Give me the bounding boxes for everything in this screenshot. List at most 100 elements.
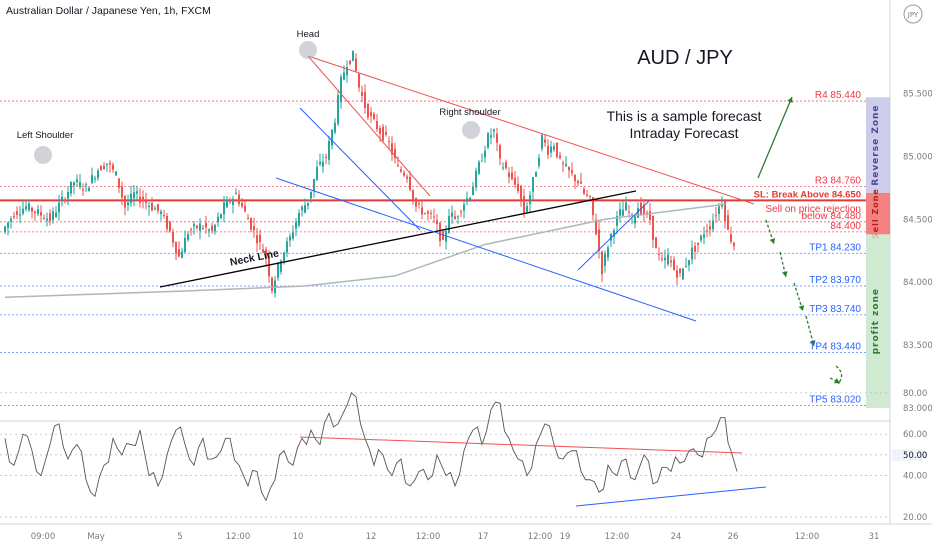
candle-body <box>697 242 699 245</box>
candle-body <box>421 207 423 215</box>
candle-body <box>283 252 285 261</box>
candle-body <box>466 198 468 202</box>
oscillator-blue-trendline <box>575 486 767 507</box>
candle-body <box>616 216 618 226</box>
candle-body <box>364 92 366 109</box>
candle-body <box>235 192 237 195</box>
candle-body <box>505 162 507 169</box>
candle-body <box>499 145 501 159</box>
candle-body <box>727 215 729 230</box>
candle-body <box>643 205 645 215</box>
candle-body <box>193 224 195 227</box>
neckline-trendline <box>159 190 637 288</box>
candle-body <box>682 268 684 280</box>
oscillator-tick-label: 60.00 <box>903 430 927 440</box>
price-tick-label: 84.000 <box>903 278 932 288</box>
candle-body <box>580 181 582 184</box>
candle-body <box>559 155 561 159</box>
oscillator-tick-label: 40.00 <box>903 472 927 482</box>
candle-body <box>70 181 72 194</box>
candle-body <box>226 199 228 208</box>
pattern-marker-icon <box>299 41 317 59</box>
candle-body <box>22 208 24 214</box>
candle-body <box>373 113 375 119</box>
candle-body <box>82 189 84 191</box>
candle-body <box>127 202 129 206</box>
candle-body <box>691 247 693 260</box>
candle-body <box>451 212 453 217</box>
candle-body <box>307 202 309 206</box>
candle-body <box>598 229 600 251</box>
forecast-curve <box>835 365 843 385</box>
candle-body <box>343 72 345 80</box>
candle-body <box>589 195 591 197</box>
time-tick-label: 5 <box>177 532 182 542</box>
forecast-arrowhead-icon <box>781 271 788 277</box>
candle-body <box>523 196 525 214</box>
candle-body <box>676 270 678 278</box>
level-label: TP1 84.230 <box>809 242 861 253</box>
level-label: Sell on price rejection <box>765 204 861 215</box>
candle-body <box>658 254 660 256</box>
candle-body <box>298 213 300 226</box>
candle-body <box>145 200 147 204</box>
candle-body <box>625 202 627 211</box>
candle-body <box>649 211 651 221</box>
candle-body <box>295 222 297 229</box>
candle-body <box>472 187 474 196</box>
price-tick-label: 85.500 <box>903 90 932 100</box>
time-tick-label: 12:00 <box>795 532 820 542</box>
candle-body <box>382 126 384 141</box>
time-tick-label: 12:00 <box>226 532 251 542</box>
candle-body <box>370 112 372 117</box>
candle-body <box>547 146 549 155</box>
candle-body <box>463 204 465 211</box>
candle-body <box>457 216 459 218</box>
blue-support-trendline <box>275 177 697 322</box>
candle-body <box>685 265 687 267</box>
candle-body <box>76 179 78 183</box>
candle-body <box>355 58 357 71</box>
forecast-note: This is a sample forecast <box>607 108 762 124</box>
level-label: R3 84.760 <box>815 176 862 187</box>
candle-body <box>475 170 477 188</box>
candle-body <box>133 192 135 199</box>
candle-body <box>601 251 603 274</box>
candle-body <box>706 230 708 232</box>
zone-label: profit zone <box>871 288 881 354</box>
pattern-marker-icon <box>34 146 52 164</box>
oscillator-current-value: 50.00 <box>903 451 927 461</box>
candle-body <box>211 225 213 231</box>
candle-body <box>412 190 414 200</box>
candle-body <box>550 146 552 153</box>
candle-body <box>325 156 327 158</box>
candle-body <box>544 139 546 143</box>
candle-body <box>34 211 36 213</box>
candle-body <box>112 164 114 170</box>
candle-body <box>217 216 219 223</box>
candle-body <box>25 206 27 210</box>
candle-body <box>484 150 486 158</box>
candle-body <box>385 132 387 135</box>
candle-body <box>376 121 378 130</box>
candle-body <box>208 229 210 231</box>
candle-body <box>673 259 675 270</box>
candle-body <box>109 163 111 165</box>
candle-body <box>496 133 498 143</box>
forecast-arrowhead-icon <box>834 378 840 384</box>
candle-body <box>700 235 702 241</box>
candle-body <box>688 260 690 266</box>
level-label: TP3 83.740 <box>809 304 861 315</box>
zone-label: Reverse Zone <box>871 104 881 185</box>
candle-body <box>721 204 723 207</box>
candle-body <box>481 160 483 162</box>
candle-body <box>28 203 30 211</box>
candle-body <box>637 208 639 218</box>
time-tick-label: 26 <box>728 532 739 542</box>
price-tick-label: 83.500 <box>903 341 932 351</box>
candle-body <box>187 234 189 240</box>
candle-body <box>535 172 537 177</box>
candle-body <box>358 73 360 88</box>
